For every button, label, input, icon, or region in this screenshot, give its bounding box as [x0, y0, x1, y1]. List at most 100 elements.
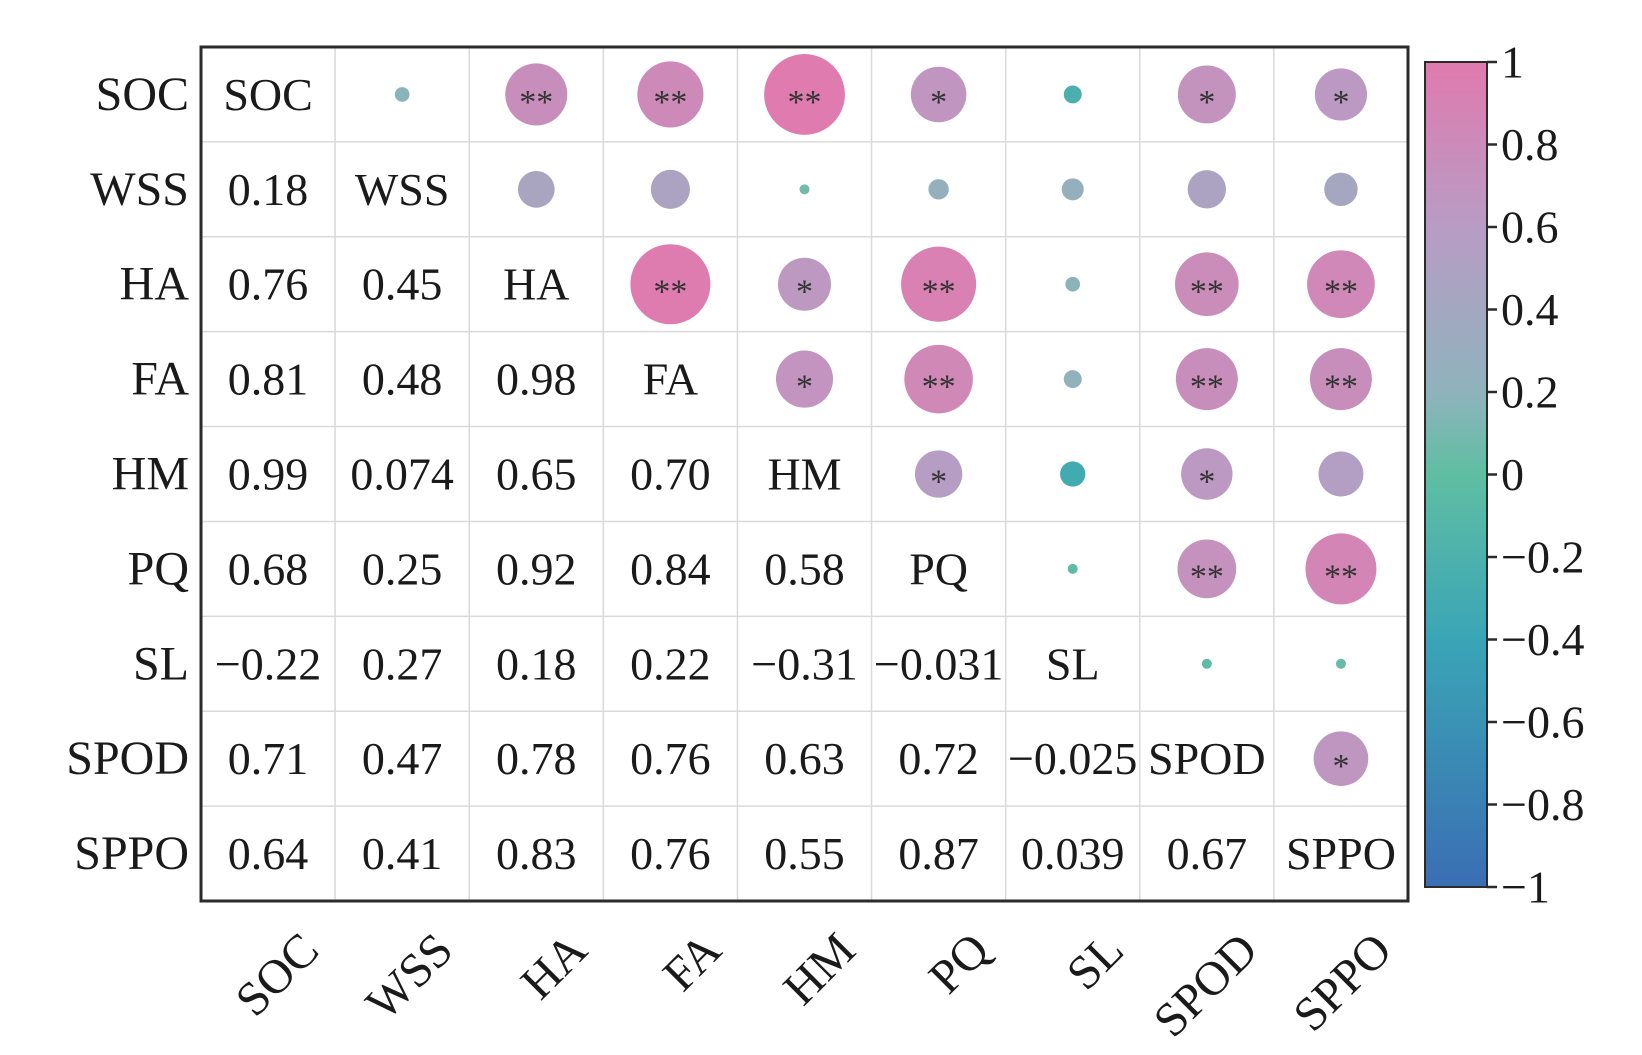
correlation-value: −0.31: [751, 638, 857, 689]
correlation-value: 0.72: [898, 733, 979, 784]
correlation-value: −0.031: [874, 638, 1003, 689]
significance-marker: *: [1332, 748, 1349, 785]
correlation-value: 0.039: [1021, 828, 1125, 879]
correlation-value: 0.64: [228, 828, 309, 879]
significance-marker: **: [653, 274, 687, 311]
significance-marker: **: [788, 84, 822, 121]
correlation-circle: [799, 184, 810, 195]
significance-marker: **: [1324, 274, 1358, 311]
correlation-value: 0.65: [496, 449, 577, 500]
correlation-circle: [1314, 68, 1368, 121]
correlation-circle: [517, 170, 555, 208]
significance-marker: *: [930, 84, 947, 121]
correlation-value: 0.70: [630, 449, 711, 500]
matrix-grid: [201, 47, 1408, 901]
colorbar-tick-label: 1: [1501, 37, 1524, 88]
correlation-circle: [394, 87, 410, 102]
colorbar: 1 0.8 0.6 0.4 0.2 0 −0.2 −0.4 −0.6 −0.8 −1: [1424, 37, 1584, 913]
correlation-value: 0.074: [350, 449, 454, 500]
correlation-circle: [764, 54, 845, 135]
correlation-circle: [928, 179, 949, 200]
significance-marker: *: [1198, 84, 1215, 121]
correlation-value: 0.41: [362, 828, 443, 879]
row-label: SPOD: [66, 732, 189, 785]
significance-marker: *: [1198, 464, 1215, 501]
correlation-circle: [1177, 539, 1237, 599]
significance-marker: **: [1324, 558, 1358, 595]
correlation-value: 0.47: [362, 733, 443, 784]
row-label: FA: [131, 353, 189, 406]
significance-marker: **: [1190, 369, 1224, 406]
significance-marker: *: [796, 274, 813, 311]
correlation-value: 0.81: [228, 354, 309, 405]
correlation-value: 0.84: [630, 543, 711, 594]
diagonal-label: SPOD: [1148, 733, 1266, 784]
correlation-circle: [901, 246, 977, 322]
row-label: PQ: [128, 542, 189, 595]
diagonal-label: PQ: [909, 543, 968, 594]
colorbar-tick-label: −0.6: [1501, 697, 1584, 748]
correlation-value: 0.83: [496, 828, 577, 879]
column-label: SPOD: [1144, 923, 1268, 1047]
correlation-value: 0.68: [228, 543, 309, 594]
correlation-value: 0.67: [1167, 828, 1248, 879]
colorbar-tick-label: 0.8: [1501, 119, 1559, 170]
column-label: SL: [1057, 923, 1134, 1000]
colorbar-tick-label: −0.4: [1501, 614, 1584, 665]
correlation-circle: [505, 63, 568, 126]
significance-marker: **: [922, 369, 956, 406]
significance-marker: **: [519, 84, 553, 121]
column-label: HM: [773, 923, 865, 1015]
diagonal-label: SPPO: [1286, 828, 1396, 879]
correlation-circle: [1067, 563, 1078, 574]
correlation-circle: [1175, 252, 1239, 317]
correlation-circle: [910, 66, 967, 123]
diagonal-label: HA: [503, 259, 569, 310]
correlation-circle: [1313, 731, 1369, 787]
correlation-value: 0.78: [496, 733, 577, 784]
correlation-value: 0.92: [496, 543, 577, 594]
column-label: FA: [653, 923, 732, 1002]
correlation-value: 0.18: [228, 164, 309, 215]
row-label: HA: [120, 258, 190, 311]
correlation-circle: [1335, 658, 1346, 669]
matrix-frame: [199, 45, 1410, 903]
correlation-circle: [1305, 533, 1377, 605]
significance-marker: *: [930, 464, 947, 501]
colorbar-tick-label: 0.2: [1501, 367, 1559, 418]
correlation-value: 0.25: [362, 543, 443, 594]
diagonal-label: SOC: [223, 69, 312, 120]
correlation-value: 0.76: [630, 828, 711, 879]
correlation-circle: [904, 344, 973, 414]
correlation-value: 0.71: [228, 733, 309, 784]
diagonal-label: HM: [767, 449, 841, 500]
correlation-value: 0.45: [362, 259, 443, 310]
correlation-circle: [1065, 276, 1081, 292]
significance-marker: **: [1324, 369, 1358, 406]
correlation-circle: [1307, 250, 1375, 319]
correlation-circle: [1318, 451, 1364, 497]
correlation-value: 0.63: [764, 733, 845, 784]
correlation-circle: [775, 350, 834, 408]
row-label: SPPO: [74, 827, 189, 880]
diagonal-label: FA: [643, 354, 698, 405]
significance-marker: *: [796, 369, 813, 406]
correlation-value: 0.58: [764, 543, 845, 594]
correlation-circle: [1063, 85, 1082, 104]
row-label: SL: [133, 637, 189, 690]
correlation-circle: [1177, 65, 1236, 124]
colorbar-tick-label: −0.8: [1501, 779, 1584, 830]
column-label: WSS: [356, 923, 463, 1030]
correlation-circle: [1063, 370, 1082, 389]
correlation-value: 0.87: [898, 828, 979, 879]
correlation-circle: [1187, 170, 1227, 209]
correlation-circle: [1324, 172, 1358, 207]
colorbar-tick-label: 0.4: [1501, 284, 1559, 335]
correlation-value: 0.76: [630, 733, 711, 784]
row-label: HM: [112, 448, 189, 501]
significance-marker: *: [1332, 84, 1349, 121]
significance-marker: **: [1190, 558, 1224, 595]
column-label: SOC: [226, 923, 330, 1027]
